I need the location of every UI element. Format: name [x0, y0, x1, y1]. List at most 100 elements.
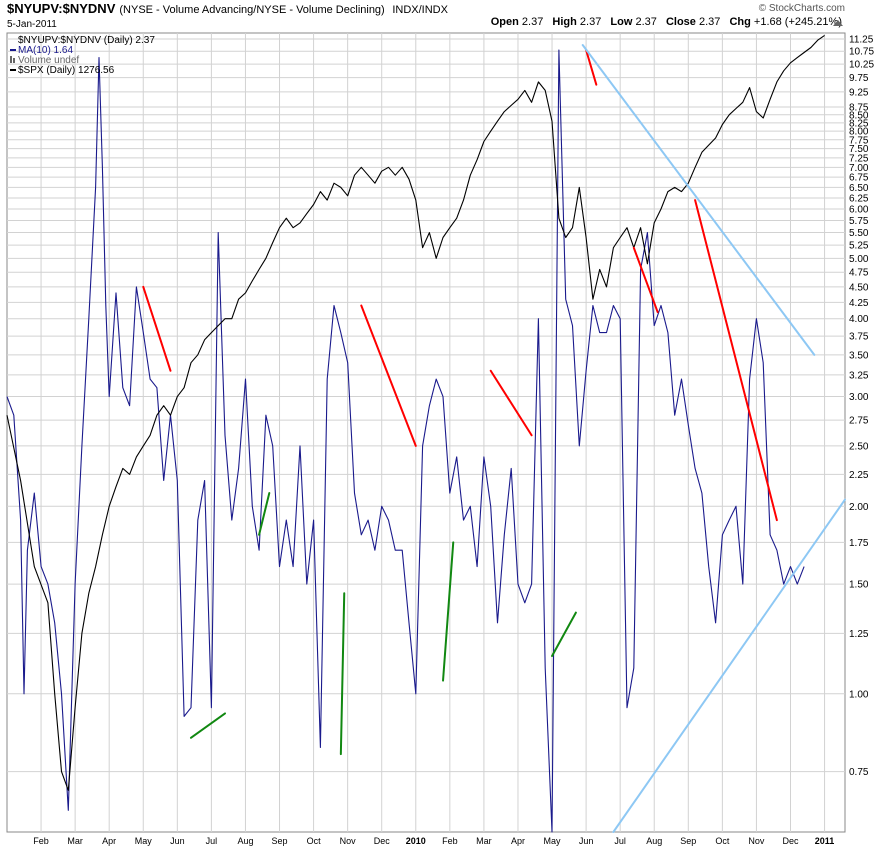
legend-entry: Volume undef [18, 55, 79, 66]
green-trendline [339, 592, 346, 756]
y-tick-label: 6.50 [849, 183, 869, 194]
legend-entry: $SPX (Daily) 1276.56 [18, 65, 115, 76]
y-tick-label: 8.50 [849, 110, 869, 121]
blue-trendline [581, 44, 816, 356]
y-tick-label: 5.25 [849, 241, 869, 252]
green-trendline [551, 611, 577, 657]
high-label: High [552, 16, 577, 28]
green-trendline [442, 541, 455, 682]
red-trendline [694, 199, 778, 522]
y-tick-label: 10.75 [849, 47, 874, 58]
ma10-series-line [6, 49, 805, 833]
brand-watermark: © StockCharts.com [758, 3, 845, 14]
exchange: INDX/INDX [392, 4, 448, 16]
legend-entry: $NYUPV:$NYDNV (Daily) 2.37 [18, 35, 155, 46]
y-tick-label: 2.50 [849, 441, 869, 452]
x-tick-label: Apr [511, 836, 525, 846]
x-tick-label: May [135, 836, 153, 846]
symbol: $NYUPV:$NYDNV [7, 1, 116, 16]
y-tick-label: 11.25 [849, 34, 874, 45]
x-tick-label: Nov [748, 836, 765, 846]
open-value: 2.37 [521, 16, 544, 28]
high-value: 2.37 [579, 16, 602, 28]
legend-volume-swatch [10, 56, 12, 63]
y-tick-label: 6.25 [849, 193, 869, 204]
x-tick-label: Dec [374, 836, 391, 846]
y-tick-label: 1.50 [849, 580, 869, 591]
red-trendline [632, 246, 659, 314]
y-tick-label: 0.75 [849, 767, 869, 778]
plot-area [6, 32, 846, 833]
y-tick-label: 7.25 [849, 153, 869, 164]
red-trendline [142, 285, 172, 372]
y-tick-label: 4.75 [849, 268, 869, 279]
chg-label: Chg [729, 16, 751, 28]
close-label: Close [665, 16, 696, 28]
x-tick-label: 2011 [815, 836, 835, 846]
y-tick-label: 8.75 [849, 102, 869, 113]
y-tick-label: 1.25 [849, 629, 869, 640]
x-tick-label: Sep [680, 836, 696, 846]
y-tick-label: 1.00 [849, 689, 869, 700]
y-tick-label: 2.75 [849, 416, 869, 427]
y-tick-label: 5.50 [849, 228, 869, 239]
y-tick-label: 5.75 [849, 216, 869, 227]
open-label: Open [490, 16, 519, 28]
ohlc-readout: Open 2.37 High 2.37 Low 2.37 Close 2.37 … [491, 16, 842, 28]
x-tick-label: Jul [614, 836, 626, 846]
low-label: Low [610, 16, 633, 28]
blue-trendline [612, 498, 846, 833]
x-tick-label: Mar [476, 836, 492, 846]
x-tick-label: Oct [715, 836, 730, 846]
x-tick-label: Mar [67, 836, 83, 846]
low-value: 2.37 [635, 16, 657, 28]
green-trendline [258, 492, 271, 536]
legend-entry: MA(10) 1.64 [18, 45, 73, 56]
x-tick-label: Jun [579, 836, 594, 846]
chart-date: 5-Jan-2011 [7, 19, 57, 30]
y-tick-label: 6.00 [849, 205, 869, 216]
x-tick-label: May [544, 836, 562, 846]
y-tick-label: 3.25 [849, 370, 869, 381]
y-tick-label: 7.50 [849, 144, 869, 155]
x-tick-label: Aug [646, 836, 662, 846]
y-tick-label: 3.50 [849, 350, 869, 361]
red-trendline [489, 369, 533, 437]
y-tick-label: 4.25 [849, 298, 869, 309]
red-trendline [585, 48, 598, 86]
x-tick-label: Feb [442, 836, 458, 846]
y-tick-label: 4.00 [849, 314, 869, 325]
y-tick-label: 7.00 [849, 163, 869, 174]
y-tick-label: 5.00 [849, 254, 869, 265]
close-value: 2.37 [698, 16, 721, 28]
x-tick-label: Jul [206, 836, 218, 846]
y-tick-label: 8.25 [849, 118, 869, 129]
chart-symbol-title: $NYUPV:$NYDNV (NYSE - Volume Advancing/NY… [7, 1, 448, 16]
y-tick-label: 6.75 [849, 173, 869, 184]
y-tick-label: 8.00 [849, 127, 869, 138]
y-tick-label: 1.75 [849, 538, 869, 549]
y-tick-label: 3.75 [849, 332, 869, 343]
chg-value: +1.68 (+245.21%) [753, 16, 842, 28]
y-tick-label: 7.75 [849, 135, 869, 146]
x-tick-label: 2010 [406, 836, 426, 846]
chart-header: $NYUPV:$NYDNV (NYSE - Volume Advancing/NY… [0, 0, 885, 32]
y-tick-label: 2.00 [849, 502, 869, 513]
y-tick-label: 10.25 [849, 60, 874, 71]
red-trendline [360, 304, 417, 447]
y-tick-label: 4.50 [849, 282, 869, 293]
x-tick-label: Oct [307, 836, 322, 846]
x-tick-label: Nov [340, 836, 357, 846]
y-tick-label: 2.25 [849, 470, 869, 481]
spx-series-line [6, 34, 825, 791]
x-tick-label: Apr [102, 836, 116, 846]
x-tick-label: Feb [33, 836, 49, 846]
collapse-arrow-icon[interactable] [833, 20, 843, 26]
legend-volume-swatch [13, 58, 15, 63]
x-tick-label: Sep [272, 836, 288, 846]
x-tick-label: Dec [782, 836, 799, 846]
y-tick-label: 9.75 [849, 73, 869, 84]
y-tick-label: 9.25 [849, 87, 869, 98]
x-tick-label: Aug [237, 836, 253, 846]
